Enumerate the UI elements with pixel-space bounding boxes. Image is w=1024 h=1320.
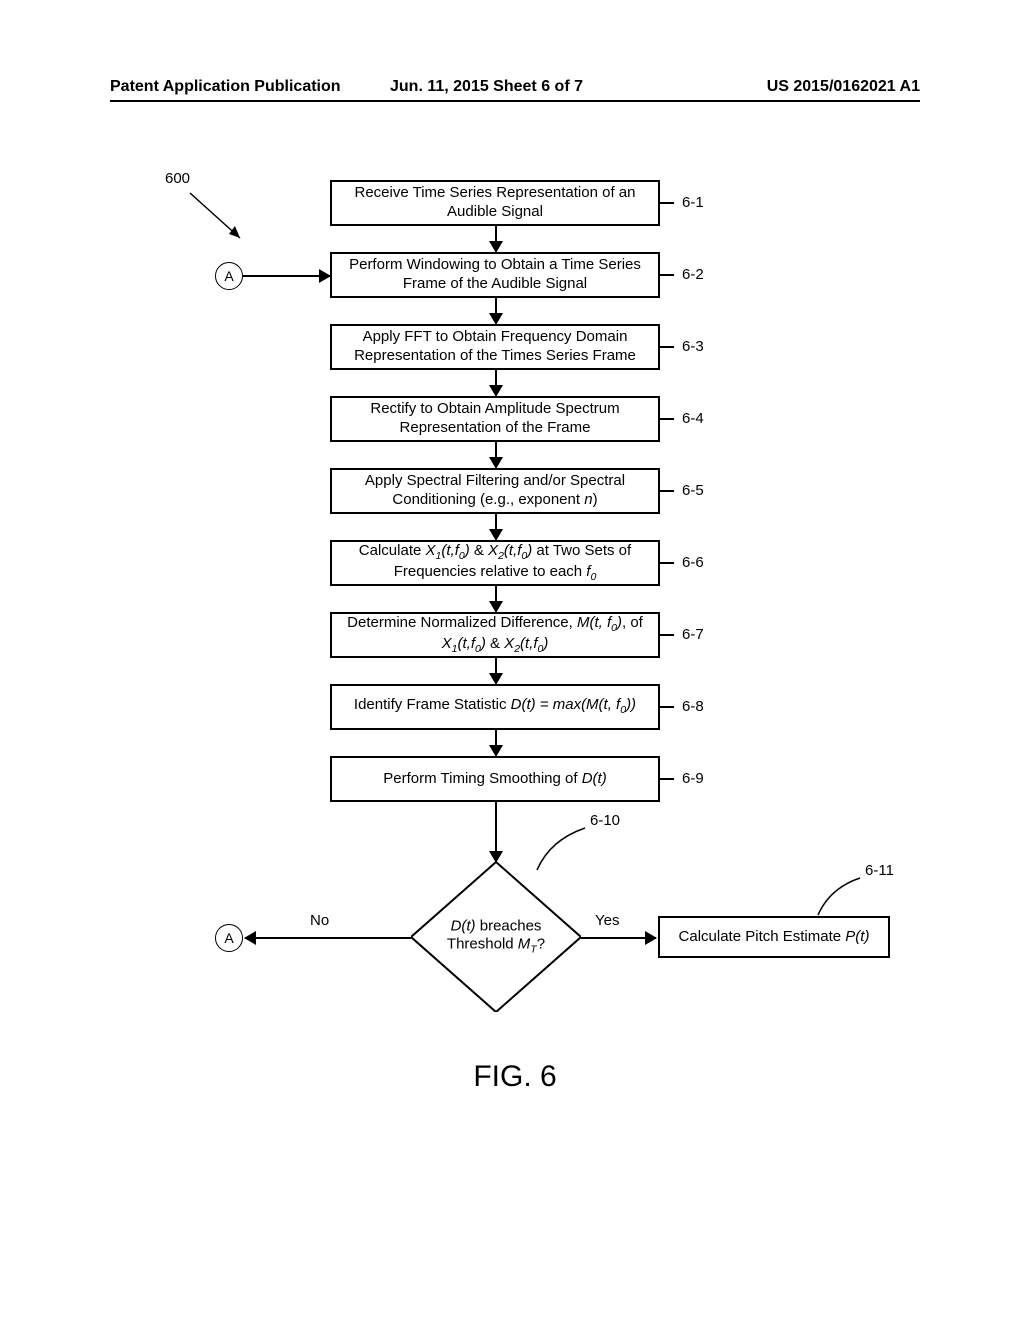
arrow-down-icon	[495, 586, 497, 612]
step-text: Rectify to Obtain Amplitude Spectrum Rep…	[340, 400, 650, 438]
step-text: Perform Windowing to Obtain a Time Serie…	[340, 256, 650, 294]
ref-label: 6-10	[590, 812, 620, 829]
step-box-4: Rectify to Obtain Amplitude Spectrum Rep…	[330, 396, 660, 442]
step-text: Apply FFT to Obtain Frequency Domain Rep…	[340, 328, 650, 366]
header-right: US 2015/0162021 A1	[767, 78, 920, 96]
ref-label: 6-1	[682, 194, 704, 211]
ref-label: 6-6	[682, 554, 704, 571]
page-header: Patent Application Publication Jun. 11, …	[110, 78, 920, 96]
ref-label: 6-2	[682, 266, 704, 283]
step-text: Determine Normalized Difference, M(t, f0…	[347, 614, 643, 656]
arrow-down-icon	[495, 658, 497, 684]
step-box-1: Receive Time Series Representation of an…	[330, 180, 660, 226]
step-box-7: Determine Normalized Difference, M(t, f0…	[330, 612, 660, 658]
flowchart-number: 600	[165, 170, 190, 187]
header-left: Patent Application Publication	[110, 78, 341, 96]
arrow-right-icon	[581, 937, 656, 939]
step-box-3: Apply FFT to Obtain Frequency Domain Rep…	[330, 324, 660, 370]
header-mid: Jun. 11, 2015 Sheet 6 of 7	[390, 78, 583, 96]
step-text: Receive Time Series Representation of an…	[340, 184, 650, 222]
connector-circle-right: A	[215, 924, 243, 952]
connector-label: A	[224, 930, 233, 946]
pointer-line-icon	[810, 870, 870, 918]
arrow-down-icon	[495, 802, 497, 862]
step-text: Calculate X1(t,f0) & X2(t,f0) at Two Set…	[359, 542, 631, 584]
decision-text: D(t) breachesThreshold MT?	[426, 918, 566, 957]
figure-caption: FIG. 6	[473, 1060, 556, 1094]
ref-tick	[660, 274, 674, 276]
step-text: Identify Frame Statistic D(t) = max(M(t,…	[354, 696, 636, 717]
no-label: No	[310, 912, 329, 929]
flowchart: 600 Receive Time Series Representation o…	[110, 180, 920, 1200]
arrow-down-icon	[495, 298, 497, 324]
arrow-left-icon	[245, 937, 411, 939]
connector-circle-left: A	[215, 262, 243, 290]
step-box-8: Identify Frame Statistic D(t) = max(M(t,…	[330, 684, 660, 730]
ref-tick	[660, 418, 674, 420]
ref-tick	[660, 490, 674, 492]
ref-tick	[660, 202, 674, 204]
arrow-down-icon	[495, 442, 497, 468]
arrow-down-icon	[495, 514, 497, 540]
ref-tick	[660, 562, 674, 564]
arrow-right-icon	[243, 275, 330, 277]
ref-tick	[660, 778, 674, 780]
step-box-6: Calculate X1(t,f0) & X2(t,f0) at Two Set…	[330, 540, 660, 586]
ref-label: 6-9	[682, 770, 704, 787]
step-box-5: Apply Spectral Filtering and/or Spectral…	[330, 468, 660, 514]
connector-label: A	[224, 268, 233, 284]
page: Patent Application Publication Jun. 11, …	[0, 0, 1024, 1320]
step-box-9: Perform Timing Smoothing of D(t)	[330, 756, 660, 802]
step-text: Perform Timing Smoothing of D(t)	[383, 770, 606, 789]
step-text: Apply Spectral Filtering and/or Spectral…	[365, 472, 625, 510]
decision-diamond: D(t) breachesThreshold MT?	[411, 862, 581, 1012]
ref-label: 6-11	[865, 862, 894, 879]
header-rule	[110, 100, 920, 102]
pointer-arrow-icon	[185, 188, 255, 248]
ref-tick	[660, 706, 674, 708]
arrow-down-icon	[495, 370, 497, 396]
ref-label: 6-4	[682, 410, 704, 427]
ref-tick	[660, 634, 674, 636]
step-box-11: Calculate Pitch Estimate P(t)	[658, 916, 890, 958]
ref-label: 6-3	[682, 338, 704, 355]
step-box-2: Perform Windowing to Obtain a Time Serie…	[330, 252, 660, 298]
ref-label: 6-5	[682, 482, 704, 499]
ref-tick	[660, 346, 674, 348]
arrow-down-icon	[495, 226, 497, 252]
yes-label: Yes	[595, 912, 619, 929]
arrow-down-icon	[495, 730, 497, 756]
ref-label: 6-7	[682, 626, 704, 643]
step-text: Calculate Pitch Estimate P(t)	[679, 928, 870, 947]
ref-label: 6-8	[682, 698, 704, 715]
